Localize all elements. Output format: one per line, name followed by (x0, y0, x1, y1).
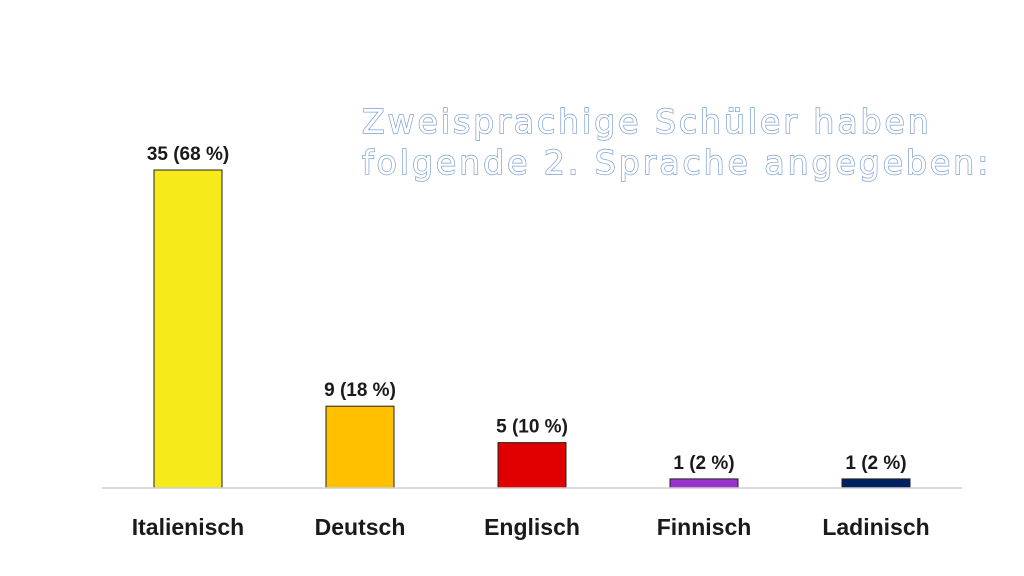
bar-englisch (497, 442, 567, 489)
data-label-deutsch: 9 (18 %) (324, 380, 396, 401)
data-label-ladinisch: 1 (2 %) (845, 453, 906, 474)
bar-italienisch (153, 169, 223, 489)
tick-label-ladinisch: Ladinisch (822, 514, 929, 540)
chart-title-line-2: folgende 2. Sprache angegeben: (362, 143, 991, 182)
chart-title-line-1: Zweisprachige Schüler haben (362, 102, 932, 141)
tick-label-deutsch: Deutsch (315, 514, 406, 540)
data-label-englisch: 5 (10 %) (496, 417, 568, 438)
bar-ladinisch (841, 478, 911, 489)
tick-label-italienisch: Italienisch (132, 514, 244, 540)
bar-deutsch (325, 405, 395, 489)
tick-label-finnisch: Finnisch (657, 514, 752, 540)
bars-group (153, 169, 911, 489)
chart-title: Zweisprachige Schüler haben folgende 2. … (361, 101, 991, 182)
data-labels-group: 35 (68 %) 9 (18 %) 5 (10 %) 1 (2 %) 1 (2 %) (147, 144, 907, 474)
bar-finnisch (669, 478, 739, 489)
data-label-finnisch: 1 (2 %) (673, 453, 734, 474)
tick-label-englisch: Englisch (484, 514, 580, 540)
data-label-italienisch: 35 (68 %) (147, 144, 229, 165)
x-axis-tick-labels: Italienisch Deutsch Englisch Finnisch Ladini… (132, 514, 930, 540)
